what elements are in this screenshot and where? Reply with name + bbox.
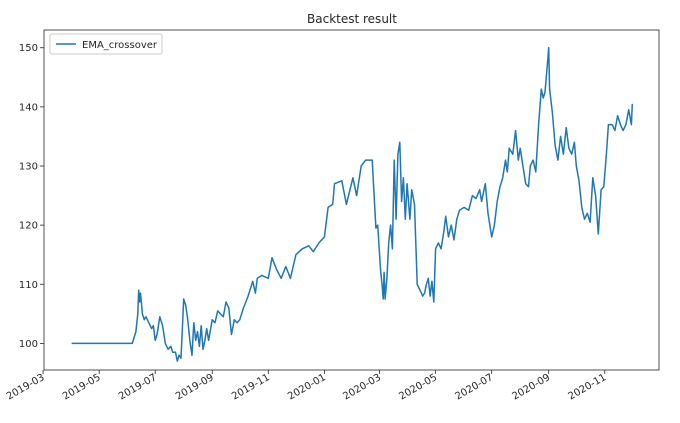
x-tick-label: 2019-09 — [174, 372, 216, 402]
legend: EMA_crossover — [49, 33, 163, 55]
series-layer — [71, 46, 634, 362]
x-tick-label: 2020-11 — [567, 372, 609, 402]
y-tick-label: 100 — [19, 339, 38, 350]
series-line-ema-crossover — [71, 46, 634, 362]
y-tick-label: 130 — [19, 162, 38, 173]
x-tick-label: 2020-09 — [510, 372, 552, 402]
plot-border — [43, 29, 660, 371]
legend-label: EMA_crossover — [82, 40, 158, 51]
x-tick-label: 2019-11 — [230, 372, 272, 402]
x-tick-label: 2020-05 — [397, 372, 439, 402]
x-tick-label: 2020-01 — [286, 372, 328, 402]
legend-box — [49, 33, 163, 55]
plot-area — [43, 29, 660, 371]
chart-title: Backtest result — [307, 12, 397, 26]
y-axis: 100 110 120 130 140 150 — [19, 43, 44, 350]
x-tick-label: 2019-05 — [61, 372, 103, 402]
x-tick-label: 2019-07 — [117, 372, 159, 402]
x-tick-label: 2019-03 — [5, 372, 47, 402]
y-tick-label: 150 — [19, 43, 38, 54]
y-tick-label: 140 — [19, 102, 38, 113]
y-tick-label: 110 — [19, 280, 38, 291]
x-tick-label: 2020-07 — [453, 372, 495, 402]
x-axis: 2019-03 2019-05 2019-07 2019-09 2019-11 2020-… — [5, 370, 608, 402]
x-tick-label: 2020-03 — [341, 372, 383, 402]
y-tick-label: 120 — [19, 221, 38, 232]
